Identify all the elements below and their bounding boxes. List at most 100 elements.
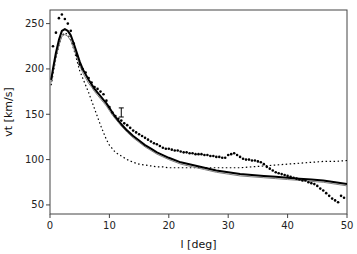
data-point: [87, 77, 90, 80]
data-point: [271, 169, 274, 172]
data-point: [337, 201, 340, 204]
data-point: [188, 152, 191, 155]
data-point: [108, 106, 111, 109]
plot-area: [51, 13, 347, 203]
x-tick: [50, 214, 51, 218]
data-point: [61, 13, 64, 16]
data-point: [129, 127, 132, 130]
data-point: [260, 161, 263, 164]
y-tick: [46, 68, 50, 69]
data-point: [111, 111, 114, 114]
data-point: [170, 148, 173, 151]
x-tick: [109, 214, 110, 218]
data-point: [322, 189, 325, 192]
data-point: [224, 156, 227, 159]
data-point: [280, 173, 283, 176]
data-point: [215, 156, 218, 159]
data-point: [138, 133, 141, 136]
data-point: [313, 183, 316, 186]
data-point: [203, 154, 206, 157]
data-point: [185, 151, 188, 154]
y-tick: [46, 204, 50, 205]
x-tick-label: 30: [222, 220, 235, 231]
data-point: [75, 54, 78, 57]
y-tick-label: 200: [25, 63, 44, 74]
x-tick-label: 10: [103, 220, 116, 231]
data-point: [176, 149, 179, 152]
y-tick-label: 100: [25, 154, 44, 165]
data-point: [81, 68, 84, 71]
data-point: [307, 181, 310, 184]
y-tick: [46, 159, 50, 160]
x-tick-label: 40: [281, 220, 294, 231]
data-point: [141, 135, 144, 138]
data-point: [194, 153, 197, 156]
data-point: [206, 154, 209, 157]
y-tick-label: 150: [25, 109, 44, 120]
data-point: [179, 150, 182, 153]
data-point: [132, 129, 135, 132]
data-point: [93, 86, 96, 89]
data-point: [251, 159, 254, 162]
data-point: [120, 119, 123, 122]
x-tick: [168, 214, 169, 218]
data-point: [257, 160, 260, 163]
data-point: [197, 153, 200, 156]
line-solid: [51, 34, 347, 185]
data-point: [242, 157, 245, 160]
data-point: [200, 153, 203, 156]
data-point: [162, 147, 165, 150]
x-tick: [287, 214, 288, 218]
data-point: [292, 176, 295, 179]
data-point: [64, 18, 67, 21]
data-point: [102, 93, 105, 96]
data-point: [114, 115, 117, 118]
data-point: [58, 17, 61, 20]
data-point: [96, 88, 99, 91]
data-point: [126, 124, 129, 127]
chart: 0102030405050100150200250l [deg]vt [km/s…: [0, 0, 357, 254]
data-point: [289, 176, 292, 179]
y-tick-label: 50: [31, 199, 44, 210]
data-point: [286, 175, 289, 178]
data-point: [147, 138, 150, 141]
data-point: [283, 174, 286, 177]
data-point: [325, 192, 328, 195]
x-tick: [228, 214, 229, 218]
data-point: [316, 185, 319, 188]
data-point: [156, 143, 159, 146]
error-bar: [119, 108, 124, 117]
data-point: [135, 131, 138, 134]
data-point: [343, 196, 346, 199]
data-point: [182, 151, 185, 154]
data-point: [84, 71, 87, 74]
data-point: [233, 152, 236, 155]
data-point: [310, 182, 313, 185]
data-point: [123, 122, 126, 125]
data-point: [304, 179, 307, 182]
data-point: [239, 156, 242, 159]
data-point: [55, 31, 58, 34]
line-solid: [51, 29, 347, 184]
data-point: [295, 177, 298, 180]
data-point: [209, 155, 212, 158]
x-axis-label: l [deg]: [181, 238, 217, 251]
data-point: [144, 137, 147, 140]
data-point: [227, 154, 230, 157]
x-tick: [347, 214, 348, 218]
data-point: [328, 195, 331, 198]
data-point: [230, 153, 233, 156]
data-point: [277, 172, 280, 175]
data-point: [221, 156, 224, 159]
data-point: [298, 178, 301, 181]
data-point: [254, 159, 257, 162]
data-point: [173, 149, 176, 152]
data-point: [168, 147, 171, 150]
data-point: [301, 179, 304, 182]
data-point: [90, 81, 93, 84]
x-tick-label: 50: [341, 220, 354, 231]
y-tick-label: 250: [25, 18, 44, 29]
data-point: [319, 187, 322, 190]
data-point: [191, 152, 194, 155]
data-point: [266, 166, 269, 169]
